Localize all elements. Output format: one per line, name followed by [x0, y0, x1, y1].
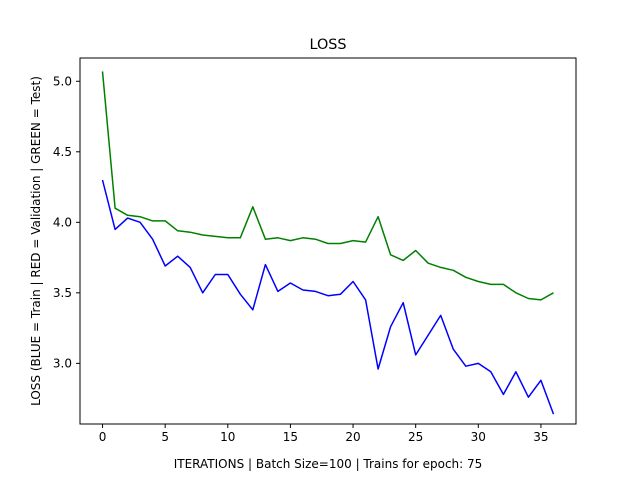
y-axis-ticks: 3.0 3.5 4.0 4.5 5.0	[53, 74, 80, 370]
series-lines	[101, 71, 555, 415]
y-tick-label: 3.0	[53, 356, 72, 370]
x-tick-label: 5	[161, 430, 169, 444]
series-line-0	[101, 179, 555, 415]
x-axis-ticks: 0 5 10 15 20 25 30 35	[99, 424, 549, 444]
y-tick-label: 4.0	[53, 215, 72, 229]
x-tick-label: 30	[471, 430, 486, 444]
x-tick-label: 25	[408, 430, 423, 444]
y-tick-label: 4.5	[53, 145, 72, 159]
series-line-1	[101, 71, 554, 301]
x-tick-label: 0	[99, 430, 107, 444]
x-tick-label: 10	[220, 430, 235, 444]
y-axis-label: LOSS (BLUE = Train | RED = Validation | …	[29, 76, 43, 406]
axes-frame	[79, 57, 577, 425]
y-tick-label: 5.0	[53, 74, 72, 88]
x-tick-label: 20	[345, 430, 360, 444]
x-tick-label: 35	[533, 430, 548, 444]
x-axis-label: ITERATIONS | Batch Size=100 | Trains for…	[174, 457, 483, 471]
chart-title: LOSS	[309, 37, 346, 53]
x-tick-label: 15	[283, 430, 298, 444]
y-tick-label: 3.5	[53, 286, 72, 300]
